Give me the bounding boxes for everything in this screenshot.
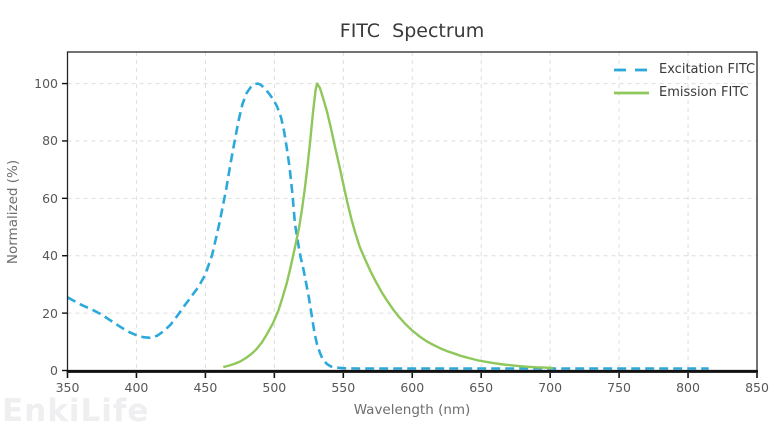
watermark: EnkiLife bbox=[2, 393, 150, 429]
emission-curve bbox=[222, 82, 553, 370]
y-tick-label: 0 bbox=[50, 363, 58, 378]
x-tick-label: 700 bbox=[538, 380, 563, 395]
chart-title: FITC Spectrum bbox=[339, 20, 485, 42]
x-tick-label: 850 bbox=[745, 380, 769, 395]
y-tick-label: 20 bbox=[42, 305, 58, 321]
x-tick-label: 650 bbox=[469, 380, 494, 395]
legend: Excitation FITC Emission FITC bbox=[612, 58, 755, 104]
legend-label-excitation: Excitation FITC bbox=[659, 62, 756, 77]
legend-item-excitation: Excitation FITC bbox=[612, 58, 755, 81]
axis-ticks bbox=[62, 82, 758, 378]
legend-label-emission: Emission FITC bbox=[659, 85, 749, 100]
x-tick-label: 550 bbox=[331, 380, 356, 395]
excitation-curve bbox=[66, 82, 709, 370]
x-tick-label: 800 bbox=[676, 380, 700, 395]
x-axis-label: Wavelength (nm) bbox=[353, 402, 471, 418]
x-tick-label: 350 bbox=[55, 380, 80, 395]
x-tick-label: 500 bbox=[262, 380, 287, 395]
x-tick-label: 400 bbox=[124, 380, 149, 395]
gridlines bbox=[67, 52, 757, 371]
y-tick-label: 40 bbox=[42, 248, 58, 264]
legend-item-emission: Emission FITC bbox=[612, 81, 755, 104]
x-tick-label: 600 bbox=[400, 380, 425, 395]
emission-line-swatch bbox=[614, 91, 649, 94]
y-tick-label: 80 bbox=[42, 133, 58, 149]
y-tick-label: 100 bbox=[34, 76, 58, 92]
axes-spines bbox=[66, 51, 758, 373]
curves bbox=[66, 82, 709, 370]
x-tick-label: 750 bbox=[607, 380, 632, 395]
x-tick-label: 450 bbox=[193, 380, 218, 395]
excitation-line-swatch bbox=[614, 68, 649, 71]
y-tick-label: 60 bbox=[42, 190, 58, 206]
